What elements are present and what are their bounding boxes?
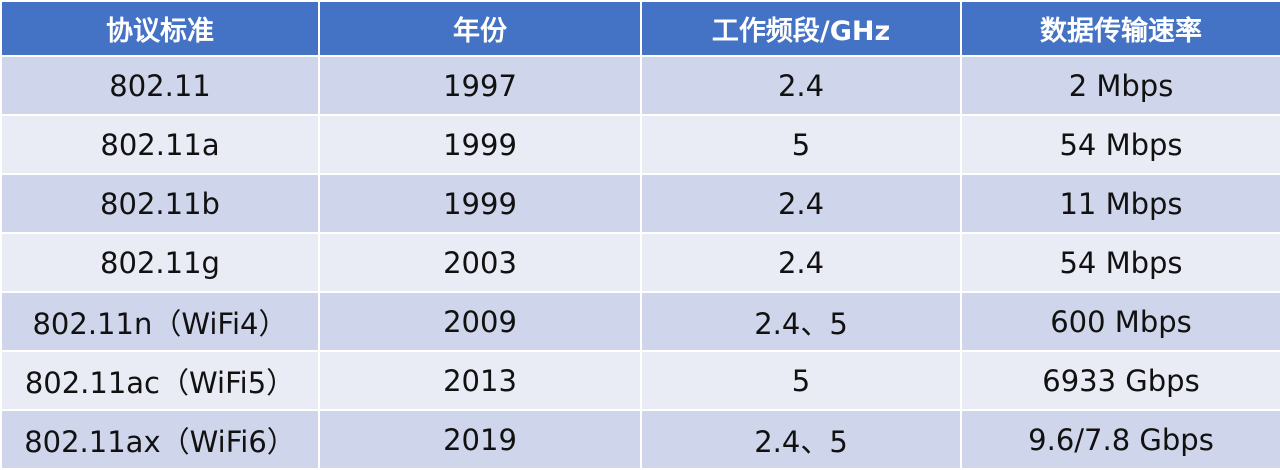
table-cell: 54 Mbps: [960, 114, 1280, 175]
table-row: 802.11ax（WiFi6） 2019 2.4、5 9.6/7.8 Gbps: [0, 409, 1280, 470]
table-cell: 11 Mbps: [960, 173, 1280, 234]
header-row: 协议标准 年份 工作频段/GHz 数据传输速率: [0, 0, 1280, 57]
table-cell: 6933 Gbps: [960, 350, 1280, 411]
table-cell: 5: [640, 114, 962, 175]
table-cell: 2.4、5: [640, 409, 962, 470]
table-row: 802.11 1997 2.4 2 Mbps: [0, 55, 1280, 116]
table-cell: 802.11ac（WiFi5）: [0, 350, 320, 411]
table-cell: 5: [640, 350, 962, 411]
table-cell: 54 Mbps: [960, 232, 1280, 293]
table-cell: 2.4: [640, 173, 962, 234]
table-row: 802.11ac（WiFi5） 2013 5 6933 Gbps: [0, 350, 1280, 411]
table-cell: 1997: [318, 55, 642, 116]
table-cell: 802.11g: [0, 232, 320, 293]
header-cell: 协议标准: [0, 0, 320, 57]
header-cell: 年份: [318, 0, 642, 57]
table-cell: 2013: [318, 350, 642, 411]
table-cell: 2.4、5: [640, 291, 962, 352]
header-cell: 数据传输速率: [960, 0, 1280, 57]
table-cell: 2 Mbps: [960, 55, 1280, 116]
table-row: 802.11a 1999 5 54 Mbps: [0, 114, 1280, 175]
table-row: 802.11b 1999 2.4 11 Mbps: [0, 173, 1280, 234]
table-cell: 802.11b: [0, 173, 320, 234]
table-cell: 2019: [318, 409, 642, 470]
header-cell: 工作频段/GHz: [640, 0, 962, 57]
table-cell: 2009: [318, 291, 642, 352]
table-row: 802.11g 2003 2.4 54 Mbps: [0, 232, 1280, 293]
table-cell: 802.11ax（WiFi6）: [0, 409, 320, 470]
table-cell: 802.11n（WiFi4）: [0, 291, 320, 352]
table-cell: 1999: [318, 114, 642, 175]
table-row: 802.11n（WiFi4） 2009 2.4、5 600 Mbps: [0, 291, 1280, 352]
table-cell: 9.6/7.8 Gbps: [960, 409, 1280, 470]
table-cell: 802.11: [0, 55, 320, 116]
table-body: 802.11 1997 2.4 2 Mbps 802.11a 1999 5 54 Mbps 80…: [0, 55, 1280, 470]
table-cell: 2.4: [640, 232, 962, 293]
table-cell: 2003: [318, 232, 642, 293]
table-cell: 1999: [318, 173, 642, 234]
table-cell: 2.4: [640, 55, 962, 116]
table-cell: 802.11a: [0, 114, 320, 175]
table-cell: 600 Mbps: [960, 291, 1280, 352]
